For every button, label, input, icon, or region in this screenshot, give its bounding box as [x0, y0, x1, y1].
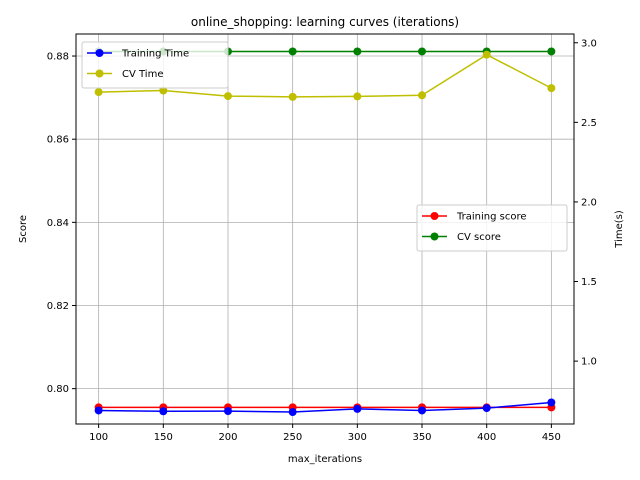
cv-time-line: [98, 53, 552, 98]
y-right-tick-label: 2.5: [581, 118, 597, 129]
y-axis-right-label: Time(s): [614, 210, 625, 249]
y-right-tick-label: 3.0: [581, 38, 597, 49]
y-left-tick-label: 0.86: [47, 135, 69, 146]
chart-title: online_shopping: learning curves (iterat…: [191, 15, 459, 29]
x-axis-label: max_iterations: [288, 454, 362, 465]
y-right-tick-label: 1.5: [581, 277, 597, 288]
legend-score: [416, 204, 568, 252]
y-right-tick-label: 2.0: [581, 197, 597, 208]
cv-time-point: [288, 92, 297, 101]
plot-frame: [75, 33, 575, 425]
x-tick-label: 450: [542, 432, 561, 443]
x-tick-label: 200: [218, 432, 237, 443]
cv-score-point: [353, 47, 362, 56]
legend-label: Training Time: [121, 49, 189, 60]
training-time-point: [159, 407, 168, 416]
legend-swatch-marker: [430, 212, 439, 220]
legend-time: [81, 41, 229, 89]
y-left-tick-label: 0.80: [47, 384, 69, 395]
cv-score-point: [547, 47, 556, 56]
x-tick-label: 300: [348, 432, 367, 443]
y-right-tick-label: 1.0: [581, 357, 597, 368]
cv-time-point: [159, 86, 168, 95]
cv-time-point: [94, 88, 103, 97]
training-time-point: [353, 404, 362, 413]
legend-swatch-marker: [430, 232, 439, 241]
training-time-point: [94, 406, 103, 415]
training-time-point: [223, 407, 232, 416]
cv-time-point: [353, 92, 362, 101]
cv-time-point: [418, 91, 427, 100]
legend-label: Training score: [456, 212, 527, 223]
y-left-tick-label: 0.84: [47, 218, 69, 229]
y-left-tick-label: 0.88: [47, 52, 69, 63]
legend-label: CV Time: [122, 69, 163, 80]
legend-swatch-marker: [95, 49, 104, 57]
x-tick-label: 350: [412, 432, 431, 443]
y-left-tick-label: 0.82: [47, 301, 69, 312]
y-axis-left-label: Score: [18, 215, 29, 243]
training-time-point: [547, 398, 556, 407]
legend-label: CV score: [457, 232, 501, 243]
cv-time-point: [223, 92, 232, 101]
x-tick-label: 150: [154, 432, 173, 443]
x-tick-label: 250: [283, 432, 302, 443]
cv-time-point: [547, 84, 556, 93]
cv-score-point: [288, 47, 297, 56]
x-tick-label: 100: [89, 432, 108, 443]
training-time-point: [418, 406, 427, 415]
cv-score-point: [418, 47, 427, 56]
training-time-point: [482, 404, 491, 413]
legend-swatch-marker: [95, 69, 104, 78]
x-tick-label: 400: [477, 432, 496, 443]
training-time-point: [288, 408, 297, 417]
cv-time-point: [482, 50, 491, 59]
training-time-line: [98, 401, 552, 413]
